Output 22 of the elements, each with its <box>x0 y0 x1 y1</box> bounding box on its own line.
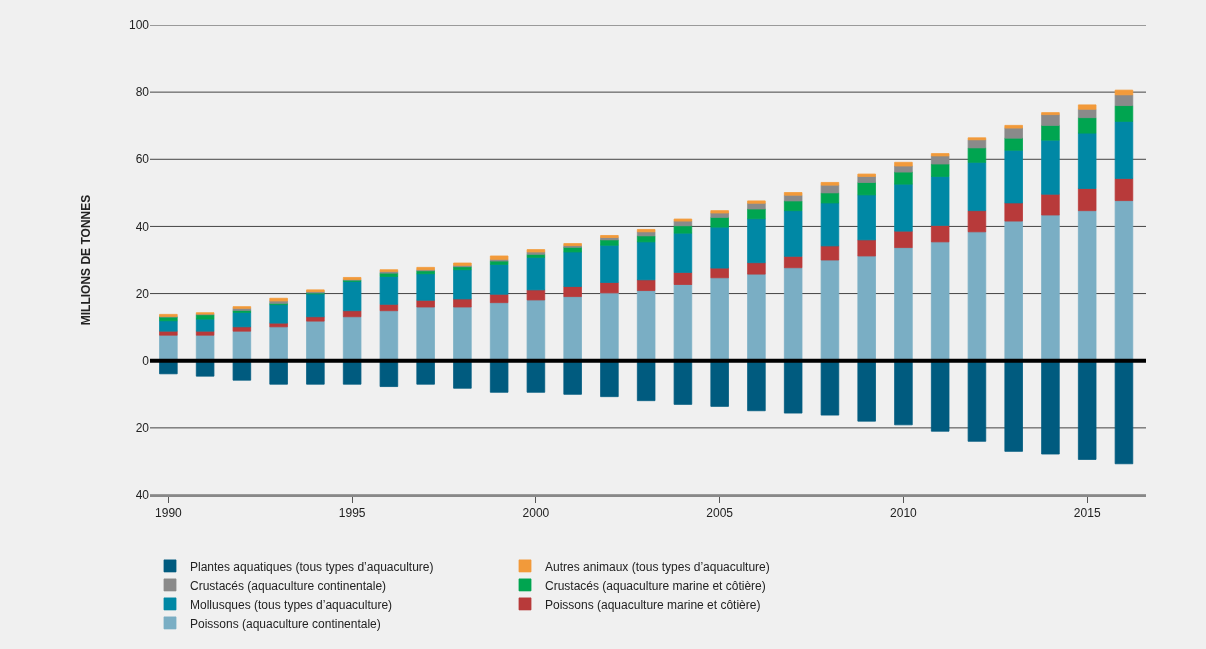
y-tick-label: 40 <box>135 219 150 234</box>
y-tick-label: 60 <box>135 152 150 167</box>
y-tick-label: 0 <box>142 353 150 368</box>
y-tick-label: 80 <box>135 85 150 100</box>
y-tick-label: 20 <box>135 286 150 301</box>
y-tick-label: 40 <box>135 488 150 503</box>
legend-label: Crustacés (aquaculture continentale) <box>190 578 387 593</box>
y-tick-label: 100 <box>128 18 150 33</box>
legend-label: Mollusques (tous types d’aquaculture) <box>190 597 393 612</box>
x-tick-label: 2015 <box>1073 506 1101 521</box>
y-axis-title: MILLIONS DE TONNES <box>79 194 94 326</box>
legend-label: Poissons (aquaculture continentale) <box>190 616 381 631</box>
legend-label: Poissons (aquaculture marine et côtière) <box>545 597 761 612</box>
x-tick-label: 2000 <box>522 506 550 521</box>
legend-label: Crustacés (aquaculture marine et côtière) <box>545 578 766 593</box>
y-tick-label: 20 <box>135 421 150 436</box>
x-tick-label: 1990 <box>155 506 183 521</box>
legend-label: Autres animaux (tous types d’aquaculture) <box>545 559 770 574</box>
x-tick-label: 2005 <box>706 506 734 521</box>
legend-label: Plantes aquatiques (tous types d’aquaculture) <box>190 559 434 574</box>
x-tick-label: 2010 <box>890 506 918 521</box>
x-tick-label: 1995 <box>338 506 366 521</box>
